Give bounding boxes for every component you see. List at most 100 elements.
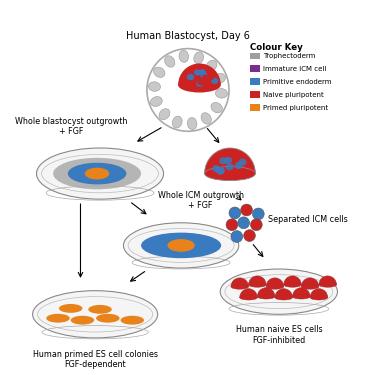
Ellipse shape (179, 50, 189, 62)
Ellipse shape (202, 75, 209, 81)
Circle shape (229, 207, 241, 219)
Wedge shape (231, 278, 249, 287)
Ellipse shape (194, 69, 201, 76)
Ellipse shape (148, 82, 160, 92)
Wedge shape (240, 289, 257, 298)
Ellipse shape (85, 168, 109, 180)
Wedge shape (266, 278, 284, 287)
Ellipse shape (188, 117, 197, 130)
Ellipse shape (266, 284, 284, 289)
Bar (249, 78, 260, 85)
Text: Human naive ES cells
FGF-inhibited: Human naive ES cells FGF-inhibited (236, 325, 322, 345)
Ellipse shape (59, 304, 82, 313)
Ellipse shape (201, 113, 211, 124)
Ellipse shape (224, 157, 232, 164)
Ellipse shape (211, 102, 222, 113)
Text: Whole ICM outgrowth
+ FGF: Whole ICM outgrowth + FGF (158, 190, 244, 210)
Text: Naive pluripotent: Naive pluripotent (263, 92, 324, 98)
Bar (249, 65, 260, 72)
Ellipse shape (33, 291, 158, 338)
Bar (249, 104, 260, 111)
Ellipse shape (219, 157, 227, 165)
Ellipse shape (68, 163, 126, 184)
Ellipse shape (225, 163, 234, 170)
Ellipse shape (206, 60, 217, 71)
Ellipse shape (46, 314, 70, 322)
Ellipse shape (235, 162, 243, 169)
Ellipse shape (159, 109, 170, 120)
Ellipse shape (120, 316, 144, 325)
Ellipse shape (240, 295, 257, 300)
Wedge shape (275, 289, 292, 298)
Ellipse shape (196, 80, 204, 87)
Ellipse shape (216, 168, 224, 175)
Ellipse shape (201, 72, 208, 79)
Ellipse shape (71, 316, 94, 325)
Ellipse shape (275, 295, 292, 300)
Ellipse shape (292, 294, 310, 299)
Wedge shape (310, 289, 328, 298)
Ellipse shape (150, 97, 162, 106)
Ellipse shape (211, 78, 218, 84)
Ellipse shape (178, 78, 221, 93)
Text: Colour Key: Colour Key (249, 43, 302, 52)
Circle shape (231, 231, 243, 243)
Ellipse shape (215, 88, 228, 98)
Ellipse shape (249, 282, 266, 287)
Ellipse shape (141, 232, 221, 258)
Circle shape (252, 208, 264, 220)
Ellipse shape (123, 223, 239, 268)
Ellipse shape (220, 269, 338, 314)
Wedge shape (205, 148, 255, 174)
Ellipse shape (319, 282, 336, 287)
Ellipse shape (310, 295, 328, 300)
Text: Separated ICM cells: Separated ICM cells (268, 215, 348, 224)
Bar (249, 91, 260, 98)
Wedge shape (301, 278, 319, 287)
Circle shape (226, 219, 238, 231)
Ellipse shape (187, 74, 194, 80)
Ellipse shape (207, 74, 214, 80)
Wedge shape (249, 276, 266, 285)
Ellipse shape (188, 74, 195, 81)
Ellipse shape (197, 79, 205, 86)
Ellipse shape (284, 282, 301, 287)
Ellipse shape (96, 314, 120, 322)
Ellipse shape (199, 69, 206, 76)
Ellipse shape (194, 52, 204, 64)
Wedge shape (319, 276, 336, 285)
Circle shape (244, 230, 255, 242)
Text: Immature ICM cell: Immature ICM cell (263, 66, 327, 72)
Ellipse shape (257, 294, 275, 299)
Circle shape (241, 204, 252, 216)
Ellipse shape (238, 159, 247, 166)
Text: Human Blastocyst, Day 6: Human Blastocyst, Day 6 (126, 31, 250, 41)
Ellipse shape (168, 239, 195, 252)
Text: Trophectoderm: Trophectoderm (263, 54, 316, 60)
Ellipse shape (153, 67, 165, 77)
Ellipse shape (172, 116, 182, 128)
Wedge shape (178, 63, 221, 85)
Ellipse shape (197, 78, 205, 84)
Ellipse shape (217, 167, 225, 174)
Wedge shape (292, 288, 310, 297)
Bar (249, 53, 260, 60)
Ellipse shape (165, 56, 175, 67)
Ellipse shape (214, 74, 225, 83)
Ellipse shape (36, 148, 164, 199)
Ellipse shape (205, 166, 255, 181)
Ellipse shape (301, 284, 319, 289)
Ellipse shape (53, 158, 141, 189)
Text: Whole blastocyst outgrowth
+ FGF: Whole blastocyst outgrowth + FGF (15, 117, 127, 136)
Ellipse shape (231, 284, 249, 289)
Ellipse shape (88, 305, 112, 314)
Text: Primitive endoderm: Primitive endoderm (263, 79, 332, 85)
Circle shape (238, 217, 249, 229)
Text: Primed pluripotent: Primed pluripotent (263, 105, 328, 111)
Ellipse shape (184, 72, 191, 78)
Ellipse shape (212, 165, 220, 172)
Wedge shape (284, 276, 301, 285)
Text: Human primed ES cell colonies
FGF-dependent: Human primed ES cell colonies FGF-depend… (33, 350, 158, 369)
Wedge shape (257, 288, 275, 297)
Circle shape (251, 219, 262, 231)
